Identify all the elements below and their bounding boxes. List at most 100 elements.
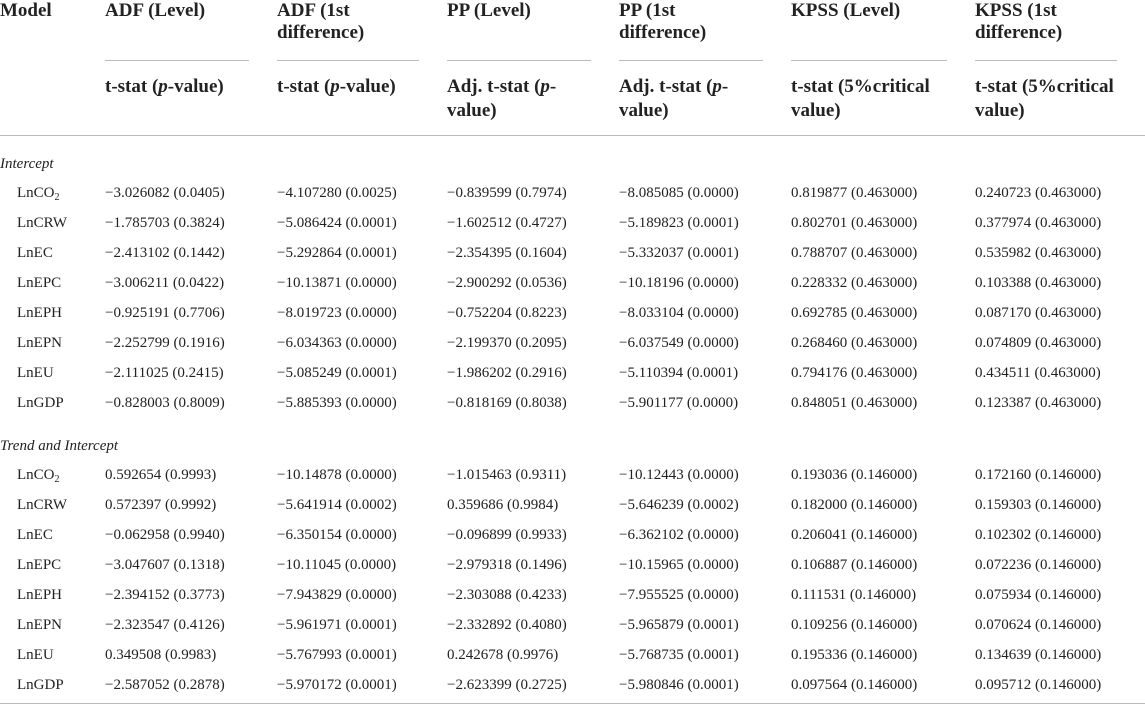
table-row: LnEPC −3.006211 (0.0422) −10.13871 (0.0000… [0,268,1145,298]
value-cell: 0.134639 (0.146000) [975,647,1102,663]
value-cell: −5.970172 (0.0001) [277,670,447,704]
value-cell: −6.034363 (0.0000) [277,335,397,351]
stat-header: t-stat (5%critical value) [975,61,1145,136]
value-cell: 0.123387 (0.463000) [975,395,1102,411]
value-cell: −7.943829 (0.0000) [277,587,397,603]
variable-cell: LnCO2 [0,460,105,490]
value-cell: −10.18196 (0.0000) [619,275,739,291]
value-cell: 0.434511 (0.463000) [975,365,1101,381]
group-header: KPSS (Level) [791,0,975,61]
table-row: LnCO2 0.592654 (0.9993) −10.14878 (0.0000)… [0,460,1145,490]
value-cell: 0.788707 (0.463000) [791,245,918,261]
variable-name: LnEPH [17,305,62,321]
value-cell: −2.900292 (0.0536) [447,275,567,291]
value-cell: −2.303088 (0.4233) [447,587,567,603]
value-cell: 0.074809 (0.463000) [975,335,1102,351]
variable-cell: LnCO2 [0,178,105,208]
value-cell: −6.350154 (0.0000) [277,527,397,543]
table-row: LnEPH −0.925191 (0.7706) −8.019723 (0.0000… [0,298,1145,328]
value-cell: −3.047607 (0.1318) [105,557,225,573]
value-cell: 0.802701 (0.463000) [791,215,918,231]
variable-name: LnGDP [17,395,64,411]
value-cell: −2.413102 (0.1442) [105,245,225,261]
variable-cell: LnCRW [0,490,105,520]
variable-cell: LnEPH [0,298,105,328]
value-cell: 0.097564 (0.146000) [791,670,975,704]
group-header: PP (Level) [447,0,619,61]
table-row: LnEPC −3.047607 (0.1318) −10.11045 (0.0000… [0,550,1145,580]
variable-name: LnEU [17,647,54,663]
value-cell: −1.785703 (0.3824) [105,215,225,231]
value-cell: 0.242678 (0.9976) [447,647,559,663]
value-cell: −10.14878 (0.0000) [277,467,397,483]
value-cell: 0.377974 (0.463000) [975,215,1102,231]
value-cell: 0.206041 (0.146000) [791,527,918,543]
value-cell: 0.195336 (0.146000) [791,647,918,663]
value-cell: −2.332892 (0.4080) [447,617,567,633]
group-header: PP (1st difference) [619,0,791,61]
value-cell: −0.828003 (0.8009) [105,395,225,411]
value-cell: −5.641914 (0.0002) [277,497,397,513]
value-cell: −2.623399 (0.2725) [447,670,619,704]
value-cell: −0.096899 (0.9933) [447,527,567,543]
table-row: LnCRW −1.785703 (0.3824) −5.086424 (0.0001… [0,208,1145,238]
table-row: LnEC −2.413102 (0.1442) −5.292864 (0.0001)… [0,238,1145,268]
value-cell: 0.072236 (0.146000) [975,557,1102,573]
variable-name: LnEPC [17,275,62,291]
table-row: LnEPN −2.323547 (0.4126) −5.961971 (0.0001… [0,610,1145,640]
value-cell: −5.767993 (0.0001) [277,647,397,663]
value-cell: 0.159303 (0.146000) [975,497,1102,513]
variable-name: LnEU [17,365,54,381]
value-cell: 0.075934 (0.146000) [975,587,1102,603]
table-row: LnEC −0.062958 (0.9940) −6.350154 (0.0000)… [0,520,1145,550]
value-cell: 0.592654 (0.9993) [105,467,217,483]
value-cell: −6.362102 (0.0000) [619,527,739,543]
variable-name: LnCRW [17,215,68,231]
value-cell: −10.12443 (0.0000) [619,467,739,483]
table-row: LnEPH −2.394152 (0.3773) −7.943829 (0.0000… [0,580,1145,610]
stat-header: Adj. t-stat (p-value) [447,61,619,136]
variable-cell: LnGDP [0,388,105,418]
value-cell: −5.980846 (0.0001) [619,670,791,704]
value-cell: −3.026082 (0.0405) [105,185,225,201]
value-cell: 0.240723 (0.463000) [975,185,1102,201]
stat-header: t-stat (p-value) [277,61,447,136]
value-cell: 0.109256 (0.146000) [791,617,918,633]
value-cell: −8.085085 (0.0000) [619,185,739,201]
variable-name: LnEPN [17,617,62,633]
value-cell: −5.965879 (0.0001) [619,617,739,633]
value-cell: 0.111531 (0.146000) [791,587,917,603]
variable-cell: LnEPN [0,610,105,640]
variable-name: LnCO [17,467,55,483]
variable-cell: LnEU [0,640,105,670]
variable-cell: LnEC [0,238,105,268]
variable-cell: LnEPC [0,268,105,298]
value-cell: −1.602512 (0.4727) [447,215,567,231]
value-cell: 0.095712 (0.146000) [975,670,1145,704]
value-cell: −1.015463 (0.9311) [447,467,567,483]
value-cell: 0.349508 (0.9983) [105,647,217,663]
table-row: LnEU −2.111025 (0.2415) −5.085249 (0.0001)… [0,358,1145,388]
group-header: ADF (Level) [105,0,277,61]
group-header: KPSS (1st difference) [975,0,1145,61]
table-row: LnGDP −2.587052 (0.2878) −5.970172 (0.0001… [0,670,1145,704]
model-header: Model [0,0,52,21]
variable-subscript: 2 [54,474,60,485]
value-cell: −5.768735 (0.0001) [619,647,739,663]
value-cell: −10.11045 (0.0000) [277,557,397,573]
value-cell: −2.587052 (0.2878) [105,670,277,704]
value-cell: −8.019723 (0.0000) [277,305,397,321]
header-row-stats: t-stat (p-value) t-stat (p-value) Adj. t… [0,61,1145,136]
value-cell: −5.332037 (0.0001) [619,245,739,261]
group-header: ADF (1st difference) [277,0,447,61]
variable-name: LnGDP [17,677,64,693]
empty-header-cell [0,61,105,136]
section-label: Trend and Intercept [0,438,119,454]
value-cell: −7.955525 (0.0000) [619,587,739,603]
table-row: LnGDP −0.828003 (0.8009) −5.885393 (0.0000… [0,388,1145,418]
value-cell: −10.15965 (0.0000) [619,557,739,573]
variable-cell: LnEPC [0,550,105,580]
variable-subscript: 2 [54,192,60,203]
value-cell: 0.070624 (0.146000) [975,617,1102,633]
value-cell: 0.182000 (0.146000) [791,497,918,513]
